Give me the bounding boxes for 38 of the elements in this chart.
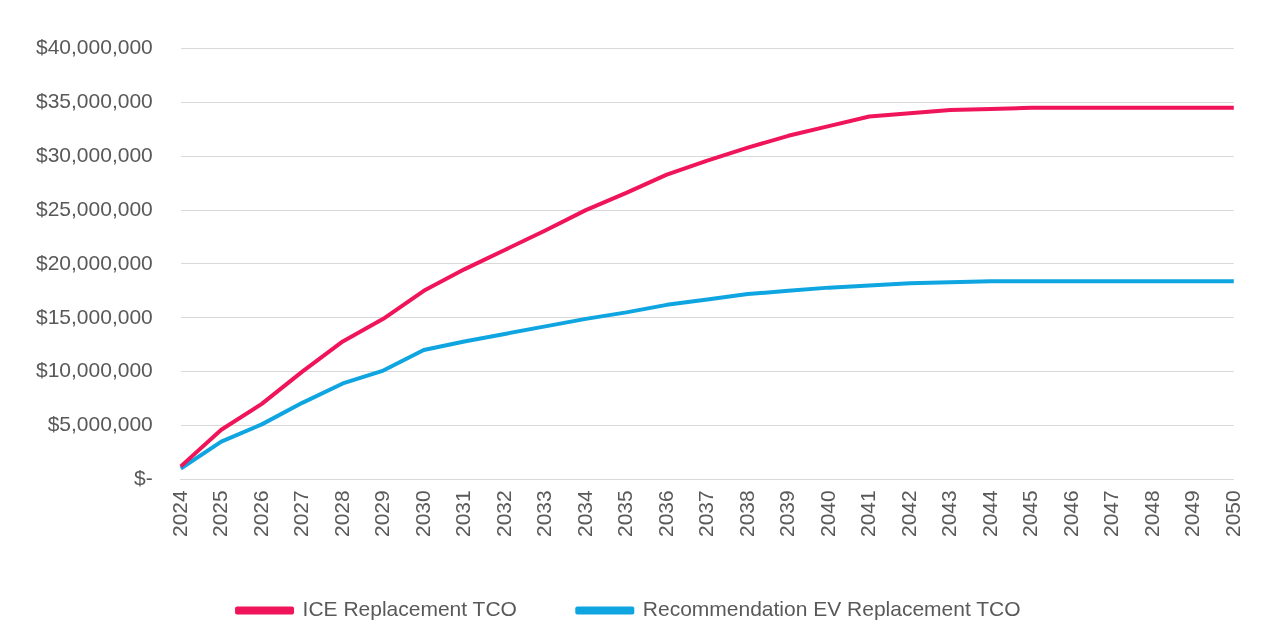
y-tick-label: $- bbox=[134, 466, 153, 490]
x-tick-label: 2027 bbox=[289, 490, 313, 537]
x-tick-label: 2050 bbox=[1220, 490, 1244, 537]
y-tick-label: $10,000,000 bbox=[35, 358, 153, 382]
x-tick-label: 2035 bbox=[613, 490, 637, 537]
y-tick-label: $20,000,000 bbox=[35, 250, 153, 274]
y-tick-label: $30,000,000 bbox=[35, 143, 153, 167]
x-tick-label: 2045 bbox=[1018, 490, 1042, 537]
x-tick-label: 2044 bbox=[977, 489, 1001, 537]
x-tick-label: 2040 bbox=[815, 490, 839, 537]
x-tick-label: 2049 bbox=[1180, 490, 1204, 537]
x-tick-label: 2033 bbox=[532, 490, 556, 537]
x-tick-label: 2041 bbox=[856, 490, 880, 537]
x-tick-label: 2030 bbox=[410, 490, 434, 537]
x-tick-label: 2025 bbox=[208, 490, 232, 537]
x-tick-label: 2042 bbox=[896, 490, 920, 537]
x-tick-label: 2047 bbox=[1099, 490, 1123, 537]
x-tick-label: 2031 bbox=[451, 490, 475, 537]
x-tick-label: 2037 bbox=[694, 490, 718, 537]
y-tick-label: $40,000,000 bbox=[35, 35, 153, 59]
y-tick-label: $15,000,000 bbox=[35, 304, 153, 328]
x-tick-label: 2043 bbox=[937, 490, 961, 537]
legend-label: ICE Replacement TCO bbox=[302, 597, 517, 621]
x-tick-label: 2038 bbox=[734, 490, 758, 537]
legend-label: Recommendation EV Replacement TCO bbox=[642, 597, 1021, 621]
x-tick-label: 2034 bbox=[572, 489, 596, 537]
x-tick-label: 2036 bbox=[653, 490, 677, 537]
x-tick-label: 2032 bbox=[491, 490, 515, 537]
y-tick-label: $25,000,000 bbox=[35, 196, 153, 220]
x-tick-label: 2046 bbox=[1058, 490, 1082, 537]
x-tick-label: 2024 bbox=[167, 489, 191, 537]
x-tick-label: 2028 bbox=[329, 490, 353, 537]
x-tick-label: 2048 bbox=[1139, 490, 1163, 537]
x-tick-label: 2039 bbox=[775, 490, 799, 537]
y-tick-label: $35,000,000 bbox=[35, 89, 153, 113]
x-tick-label: 2029 bbox=[370, 490, 394, 537]
y-tick-label: $5,000,000 bbox=[47, 412, 153, 436]
x-tick-label: 2026 bbox=[248, 490, 272, 537]
